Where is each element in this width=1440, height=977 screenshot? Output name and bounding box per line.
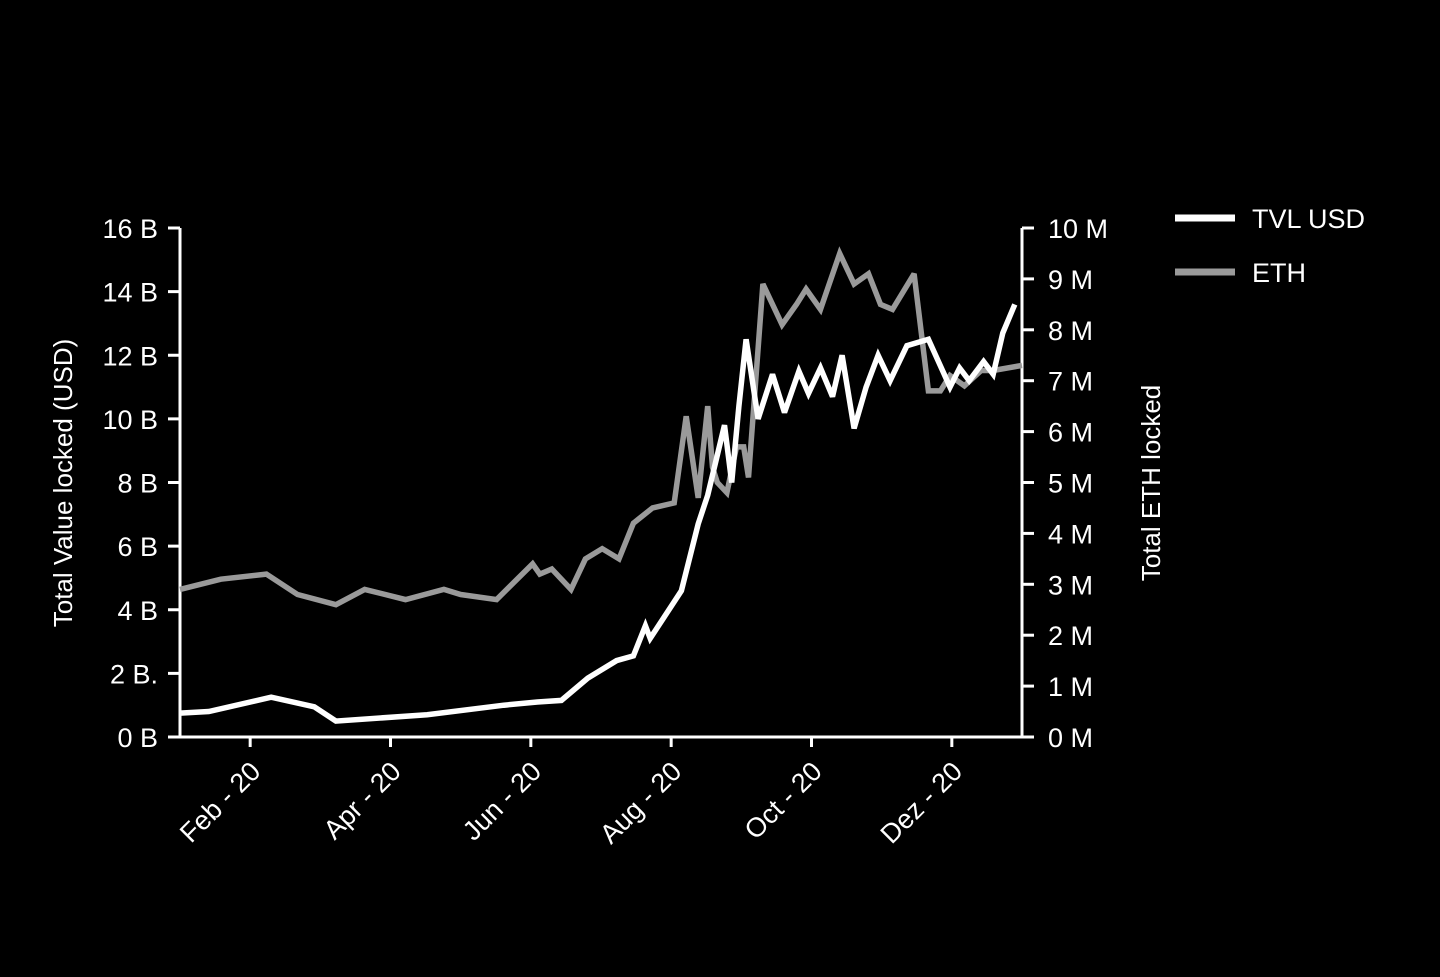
- x-tick-label: Dez - 20: [875, 756, 968, 849]
- y-tick-label: 2 B.: [110, 659, 158, 689]
- y2-tick-label: 0 M: [1048, 723, 1093, 753]
- y2-tick-label: 3 M: [1048, 570, 1093, 600]
- y2-tick-label: 2 M: [1048, 621, 1093, 651]
- y-tick-label: 0 B: [117, 723, 158, 753]
- y2-tick-label: 6 M: [1048, 418, 1093, 448]
- y2-tick-label: 7 M: [1048, 367, 1093, 397]
- y-tick-label: 16 B: [102, 214, 158, 244]
- y-tick-label: 4 B: [117, 596, 158, 626]
- y2-tick-label: 10 M: [1048, 214, 1108, 244]
- y-axis-label: Total Value locked (USD): [48, 339, 78, 628]
- series-layer: [179, 246, 1023, 724]
- legend-label-eth: ETH: [1252, 258, 1306, 288]
- y-tick-label: 10 B: [102, 405, 158, 435]
- y2-tick-label: 4 M: [1048, 519, 1093, 549]
- series-line-eth: [179, 246, 1023, 608]
- y-tick-label: 12 B: [102, 341, 158, 371]
- series-line-tvl-usd: [179, 303, 1018, 724]
- x-tick-label: Oct - 20: [739, 756, 828, 845]
- x-tick-label: Apr - 20: [318, 756, 407, 845]
- y2-tick-label: 1 M: [1048, 672, 1093, 702]
- y2-tick-label: 8 M: [1048, 316, 1093, 346]
- y2-axis-label: Total ETH locked: [1136, 385, 1166, 582]
- ticks-layer: 0 B 2 B. 4 B 6 B 8 B 10 B 12 B 14 B 16 B 0 M 1 M 2 …: [102, 214, 1108, 849]
- legend: TVL USD ETH: [1175, 204, 1365, 288]
- x-tick-label: Aug - 20: [594, 756, 687, 849]
- y2-tick-label: 9 M: [1048, 265, 1093, 295]
- y-tick-label: 6 B: [117, 532, 158, 562]
- x-tick-label: Feb - 20: [174, 756, 266, 848]
- x-tick-label: Jun - 20: [457, 756, 547, 846]
- legend-label-tvl-usd: TVL USD: [1252, 204, 1365, 234]
- y2-tick-label: 5 M: [1048, 469, 1093, 499]
- y-tick-label: 8 B: [117, 469, 158, 499]
- y-tick-label: 14 B: [102, 278, 158, 308]
